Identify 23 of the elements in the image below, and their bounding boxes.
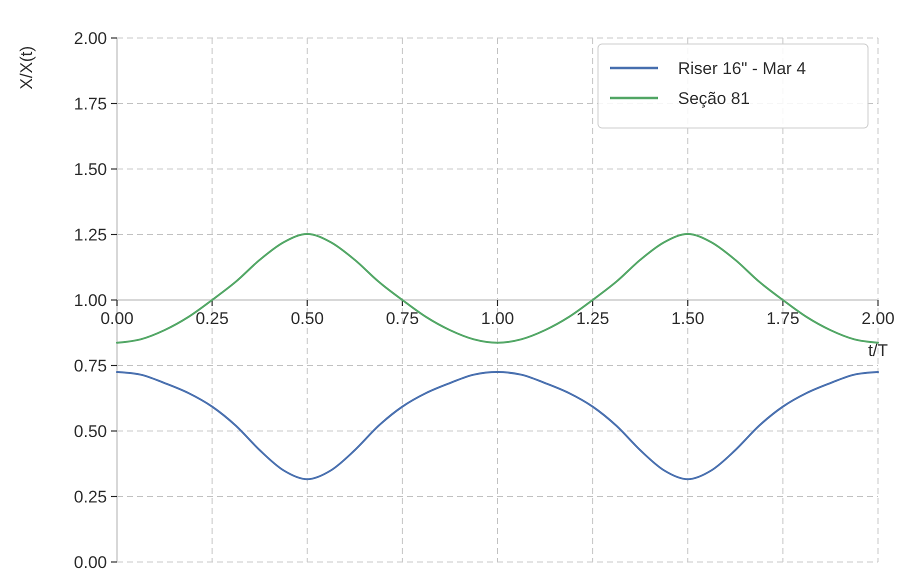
x-tick-label: 0.25 xyxy=(196,309,229,328)
y-tick-label: 2.00 xyxy=(74,28,107,48)
y-tick-label: 1.75 xyxy=(74,94,107,114)
x-tick-label: 1.00 xyxy=(480,309,514,328)
y-tick-label: 1.25 xyxy=(74,225,107,244)
x-tick-label: 0.75 xyxy=(386,309,419,328)
x-tick-label: 0.00 xyxy=(100,309,134,328)
x-tick-label: 1.50 xyxy=(671,309,704,328)
y-tick-label: 1.00 xyxy=(74,290,107,310)
y-axis-title: X/X(t) xyxy=(17,46,36,90)
x-tick-label: 2.00 xyxy=(861,309,895,328)
legend-label: Seção 81 xyxy=(678,88,750,108)
y-tick-label: 0.00 xyxy=(74,552,107,572)
y-tick-label: 1.50 xyxy=(74,160,107,179)
x-tick-label: 1.75 xyxy=(766,309,800,328)
x-tick-label: 0.50 xyxy=(290,309,324,328)
legend-label: Riser 16" - Mar 4 xyxy=(678,58,806,78)
y-tick-label: 0.25 xyxy=(74,487,107,506)
y-tick-label: 0.75 xyxy=(74,356,107,376)
x-axis-title: t/T xyxy=(868,341,888,360)
line-series xyxy=(116,371,879,480)
x-tick-label: 1.25 xyxy=(576,309,610,328)
y-tick-label: 0.50 xyxy=(74,422,107,441)
